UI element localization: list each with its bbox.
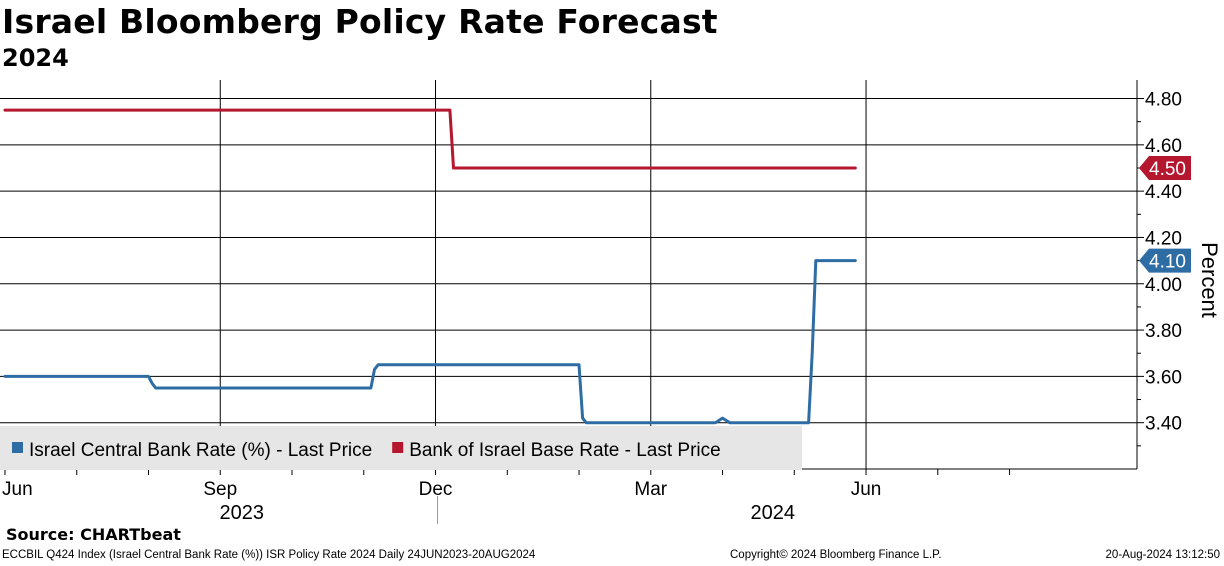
series-lines bbox=[3, 108, 857, 425]
legend-label: Israel Central Bank Rate (%) - Last Pric… bbox=[29, 440, 372, 461]
x-tick-label: Jun bbox=[851, 479, 882, 500]
last-value-tag bbox=[1139, 248, 1191, 273]
y-tick-label: 3.80 bbox=[1145, 321, 1182, 342]
y-tick-label: 4.60 bbox=[1145, 136, 1182, 157]
x-tick-label: Jun bbox=[2, 479, 33, 500]
last-value-tags: 4.10 4.50 bbox=[1139, 155, 1191, 273]
chart-subtitle: 2024 bbox=[2, 44, 69, 72]
copyright-text: Copyright© 2024 Bloomberg Finance L.P. bbox=[730, 549, 942, 561]
legend-swatch bbox=[392, 442, 404, 453]
series-line-central-bank-rate bbox=[3, 259, 857, 425]
index-info: ECCBIL Q424 Index (Israel Central Bank R… bbox=[2, 549, 536, 561]
last-value-label: 4.50 bbox=[1149, 159, 1186, 180]
x-tick-label: Mar bbox=[634, 479, 667, 500]
y-tick-label: 3.60 bbox=[1145, 367, 1182, 388]
gridlines bbox=[0, 80, 1137, 469]
legend: Israel Central Bank Rate (%) - Last Pric… bbox=[0, 426, 802, 470]
last-value-label: 4.10 bbox=[1149, 252, 1186, 273]
y-axis-title: Percent bbox=[1197, 242, 1222, 318]
y-tick-label: 3.40 bbox=[1145, 414, 1182, 435]
last-value-tag bbox=[1139, 155, 1191, 180]
year-label: 2023 bbox=[220, 502, 265, 524]
year-label: 2024 bbox=[751, 502, 796, 524]
y-tick-label: 4.40 bbox=[1145, 182, 1182, 203]
y-tick-label: 4.00 bbox=[1145, 275, 1182, 296]
legend-swatch bbox=[12, 442, 23, 453]
series-line-base-rate bbox=[3, 108, 857, 170]
y-tick-label: 4.80 bbox=[1145, 90, 1182, 111]
x-tick-label: Sep bbox=[203, 479, 237, 500]
legend-label: Bank of Israel Base Rate - Last Price bbox=[409, 440, 721, 461]
y-tick-label: 4.20 bbox=[1145, 228, 1182, 249]
timestamp: 20-Aug-2024 13:12:50 bbox=[1105, 549, 1220, 561]
axes: 3.40 3.60 3.80 4.00 4.20 4.40 4.60 4.80 Jun Sep De… bbox=[0, 80, 1222, 524]
chart-title: Israel Bloomberg Policy Rate Forecast bbox=[2, 2, 718, 41]
source-note: Source: CHARTbeat bbox=[6, 525, 181, 544]
x-tick-label: Dec bbox=[419, 479, 453, 500]
